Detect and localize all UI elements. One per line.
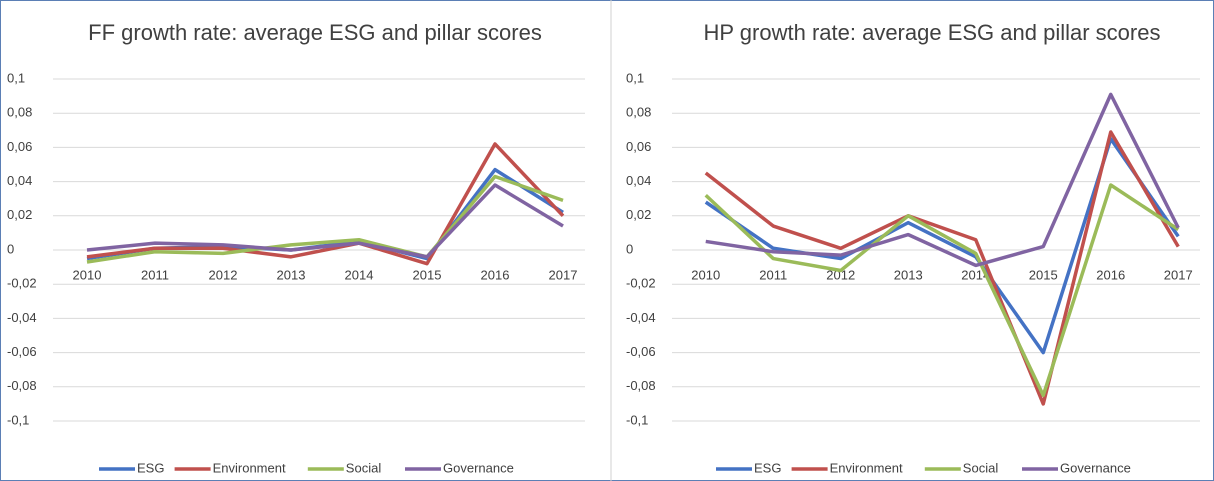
- x-tick-label: 2015: [1029, 267, 1058, 282]
- y-tick-label: -0,1: [7, 412, 29, 427]
- y-tick-label: -0,08: [626, 378, 656, 393]
- y-tick-label: 0,04: [7, 173, 32, 188]
- y-tick-label: -0,1: [626, 412, 648, 427]
- y-tick-label: 0,1: [626, 70, 644, 85]
- legend-label: ESG: [137, 460, 164, 475]
- legend-label: Environment: [830, 460, 903, 475]
- x-tick-label: 2012: [209, 267, 238, 282]
- y-tick-label: 0: [7, 241, 14, 256]
- x-tick-label: 2014: [345, 267, 374, 282]
- series-line: [86, 183, 564, 259]
- y-tick-label: 0,02: [7, 207, 32, 222]
- x-tick-label: 2010: [691, 267, 720, 282]
- x-tick-label: 2011: [141, 267, 169, 282]
- y-tick-label: -0,04: [7, 310, 37, 325]
- y-tick-label: 0,02: [626, 207, 651, 222]
- legend-label: Governance: [1060, 460, 1131, 475]
- series-line: [86, 142, 565, 266]
- y-tick-label: 0,06: [7, 139, 32, 154]
- y-tick-label: 0,04: [626, 173, 651, 188]
- y-tick-label: 0,06: [626, 139, 651, 154]
- y-tick-label: 0,1: [7, 70, 25, 85]
- x-tick-label: 2016: [481, 267, 510, 282]
- y-tick-label: 0,08: [7, 105, 32, 120]
- chart-title: HP growth rate: average ESG and pillar s…: [704, 20, 1161, 45]
- y-tick-label: -0,06: [626, 344, 656, 359]
- chart-title: FF growth rate: average ESG and pillar s…: [88, 20, 542, 45]
- y-tick-label: -0,02: [626, 276, 656, 291]
- chart-panel: FF growth rate: average ESG and pillar s…: [7, 20, 585, 475]
- series-line: [705, 92, 1180, 268]
- y-tick-label: -0,08: [7, 378, 37, 393]
- y-tick-label: -0,06: [7, 344, 37, 359]
- x-tick-label: 2011: [759, 267, 787, 282]
- legend-label: Social: [346, 460, 382, 475]
- y-tick-label: 0,08: [626, 105, 651, 120]
- chart-panel: HP growth rate: average ESG and pillar s…: [626, 20, 1200, 475]
- y-tick-label: 0: [626, 241, 633, 256]
- legend-label: Social: [963, 460, 999, 475]
- x-tick-label: 2012: [826, 267, 855, 282]
- legend-label: ESG: [754, 460, 781, 475]
- y-tick-label: -0,04: [626, 310, 656, 325]
- x-tick-label: 2013: [277, 267, 306, 282]
- x-tick-label: 2016: [1096, 267, 1125, 282]
- series-line: [704, 130, 1180, 406]
- x-tick-label: 2010: [73, 267, 102, 282]
- x-tick-label: 2017: [1164, 267, 1193, 282]
- y-tick-label: -0,02: [7, 276, 37, 291]
- x-tick-label: 2013: [894, 267, 923, 282]
- legend-label: Governance: [443, 460, 514, 475]
- series-line: [704, 183, 1180, 398]
- series-line: [86, 174, 564, 264]
- x-tick-label: 2017: [549, 267, 578, 282]
- legend-label: Environment: [213, 460, 286, 475]
- x-tick-label: 2015: [413, 267, 442, 282]
